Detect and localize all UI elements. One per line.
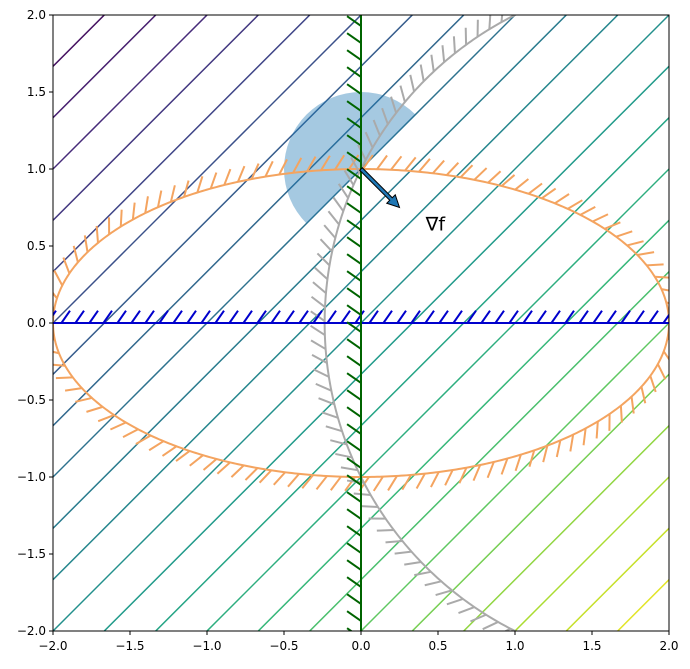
x-tick-label: −1.0 [192,639,221,653]
x-tick-label: 1.0 [505,639,524,653]
x-tick-label: −0.5 [269,639,298,653]
x-tick-label: 1.5 [582,639,601,653]
x-tick-label: −2.0 [38,639,67,653]
y-tick-label: 2.0 [27,8,46,22]
y-tick-label: 0.5 [27,239,46,253]
y-tick-label: −0.5 [17,393,46,407]
constraint-curves [53,15,669,631]
gradient-label: ∇f [425,214,447,236]
wedge-sector [284,92,416,224]
gradient-arrow [359,167,401,209]
x-tick-label: 0.5 [428,639,447,653]
contour-line [53,15,311,273]
y-tick-label: 1.5 [27,85,46,99]
y-tick-label: −2.0 [17,624,46,638]
x-tick-label: 2.0 [659,639,678,653]
ellipse-constraint [53,167,669,479]
horizontal-constraint-hatch [53,310,669,324]
vertical-constraint-hatch [346,15,362,631]
y-tick-label: 0.0 [27,316,46,330]
contour-line [359,321,669,631]
contour-line [53,15,414,376]
x-tick-label: 0.0 [351,639,370,653]
y-axis-ticks: −2.0 −1.5 −1.0 −0.5 0.0 0.5 1.0 1.5 2.0 [17,8,53,638]
contour-line [565,527,669,631]
y-tick-label: −1.0 [17,470,46,484]
gradient-arrow-shape [359,167,401,209]
y-tick-label: 1.0 [27,162,46,176]
x-axis-ticks: −2.0 −1.5 −1.0 −0.5 0.0 0.5 1.0 1.5 2.0 [38,631,679,653]
x-tick-label: −1.5 [115,639,144,653]
contour-line [616,578,669,631]
ellipse-constraint-hatch [53,154,669,492]
y-tick-label: −1.5 [17,547,46,561]
feasible-direction-wedge [284,92,416,224]
circle-constraint-hatch [310,15,515,631]
